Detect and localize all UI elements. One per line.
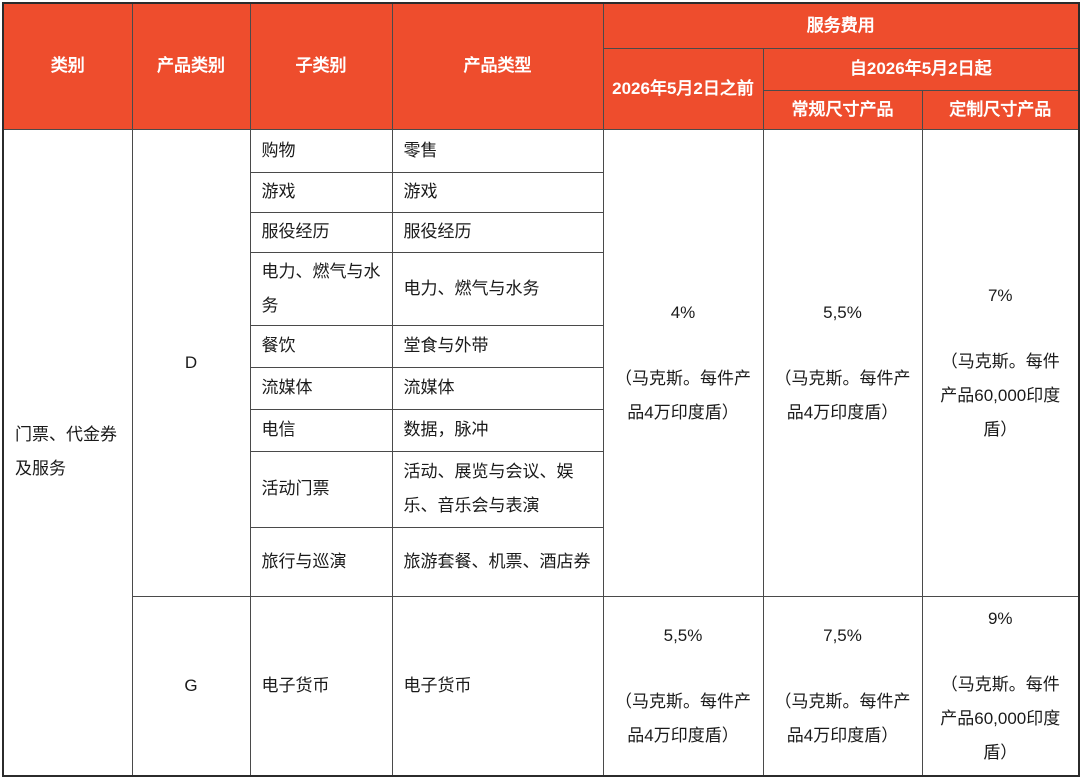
subcategory-cell: 游戏 [249, 171, 393, 213]
product-type-cell: 电子货币 [391, 595, 604, 777]
fee-note: （马克斯。每件产品4万印度盾） [615, 368, 751, 422]
fee-rate: 4% [670, 302, 696, 322]
header-product-type: 产品类型 [391, 2, 604, 130]
fee-rate: 7% [987, 285, 1013, 305]
subcategory-cell: 电子货币 [249, 595, 393, 777]
product-type-cell: 数据，脉冲 [391, 408, 604, 452]
table-row: 门票、代金券及服务 D 购物 零售 4% （马克斯。每件产品4万印度盾） 5,5… [2, 128, 1080, 777]
subcategory-cell: 餐饮 [249, 324, 393, 368]
subcategory-cell: 电力、燃气与水务 [249, 251, 393, 326]
header-from-date: 自2026年5月2日起 [762, 47, 1080, 91]
fee-note: （马克斯。每件产品4万印度盾） [774, 691, 911, 745]
subcategory-cell: 活动门票 [249, 450, 393, 528]
product-type-cell: 服役经历 [391, 211, 604, 253]
fee-note: （马克斯。每件产品4万印度盾） [774, 368, 911, 422]
table-row: 餐饮 堂食与外带 [3, 324, 1079, 368]
product-type-cell: 零售 [391, 128, 604, 173]
header-service-fee: 服务费用 [602, 2, 1080, 49]
table-row: 服役经历 服役经历 [3, 211, 1079, 253]
table-row: 旅行与巡演 旅游套餐、机票、酒店券 [3, 526, 1079, 597]
subcategory-cell: 电信 [249, 408, 393, 452]
table-row: 电力、燃气与水务 电力、燃气与水务 [3, 251, 1079, 326]
fee-cell-regular-g: 7,5% （马克斯。每件产品4万印度盾） [762, 595, 923, 777]
fee-rate: 7,5% [823, 625, 862, 645]
fee-cell-before-d: 4% （马克斯。每件产品4万印度盾） [602, 128, 764, 597]
table-row: G 电子货币 电子货币 5,5% （马克斯。每件产品4万印度盾） 7,5% （马… [3, 595, 1080, 777]
header-category: 类别 [2, 2, 133, 130]
table-body: 门票、代金券及服务 D 购物 零售 4% （马克斯。每件产品4万印度盾） 5,5… [2, 128, 1080, 777]
table-row: 游戏 游戏 [3, 171, 1079, 213]
fee-rate: 5,5% [663, 625, 703, 645]
header-before-date: 2026年5月2日之前 [602, 47, 764, 130]
header-subcategory: 子类别 [249, 2, 393, 130]
subcategory-cell: 购物 [249, 128, 393, 173]
header-custom-size: 定制尺寸产品 [921, 89, 1080, 130]
product-type-cell: 流媒体 [391, 366, 604, 410]
table-header: 类别 产品类别 子类别 产品类型 服务费用 2026年5月2日之前 自2026年… [2, 2, 1080, 130]
fee-note: （马克斯。每件产品60,000印度盾） [940, 674, 1061, 762]
product-type-cell: 电力、燃气与水务 [391, 251, 604, 326]
fee-cell-custom-d: 7% （马克斯。每件产品60,000印度盾） [921, 128, 1080, 597]
product-type-cell: 游戏 [391, 171, 604, 213]
product-category-cell-d: D [131, 128, 251, 597]
table-row: 电信 数据，脉冲 [3, 408, 1079, 452]
fee-cell-custom-g: 9% （马克斯。每件产品60,000印度盾） [921, 595, 1080, 777]
product-category-cell-g: G [131, 595, 251, 777]
product-type-cell: 活动、展览与会议、娱乐、音乐会与表演 [391, 450, 604, 528]
fee-cell-before-g: 5,5% （马克斯。每件产品4万印度盾） [602, 595, 764, 777]
fee-cell-regular-d: 5,5% （马克斯。每件产品4万印度盾） [762, 128, 923, 597]
fee-rate: 5,5% [823, 302, 862, 322]
product-type-cell: 堂食与外带 [391, 324, 604, 368]
fee-rate: 9% [987, 608, 1013, 628]
subcategory-cell: 流媒体 [249, 366, 393, 410]
product-type-cell: 旅游套餐、机票、酒店券 [391, 526, 604, 597]
fee-note: （马克斯。每件产品60,000印度盾） [940, 351, 1061, 439]
header-regular-size: 常规尺寸产品 [762, 89, 923, 130]
header-product-category: 产品类别 [131, 2, 251, 130]
subcategory-cell: 旅行与巡演 [249, 526, 393, 597]
category-cell: 门票、代金券及服务 [2, 128, 133, 777]
fee-note: （马克斯。每件产品4万印度盾） [615, 691, 751, 745]
subcategory-cell: 服役经历 [249, 211, 393, 253]
